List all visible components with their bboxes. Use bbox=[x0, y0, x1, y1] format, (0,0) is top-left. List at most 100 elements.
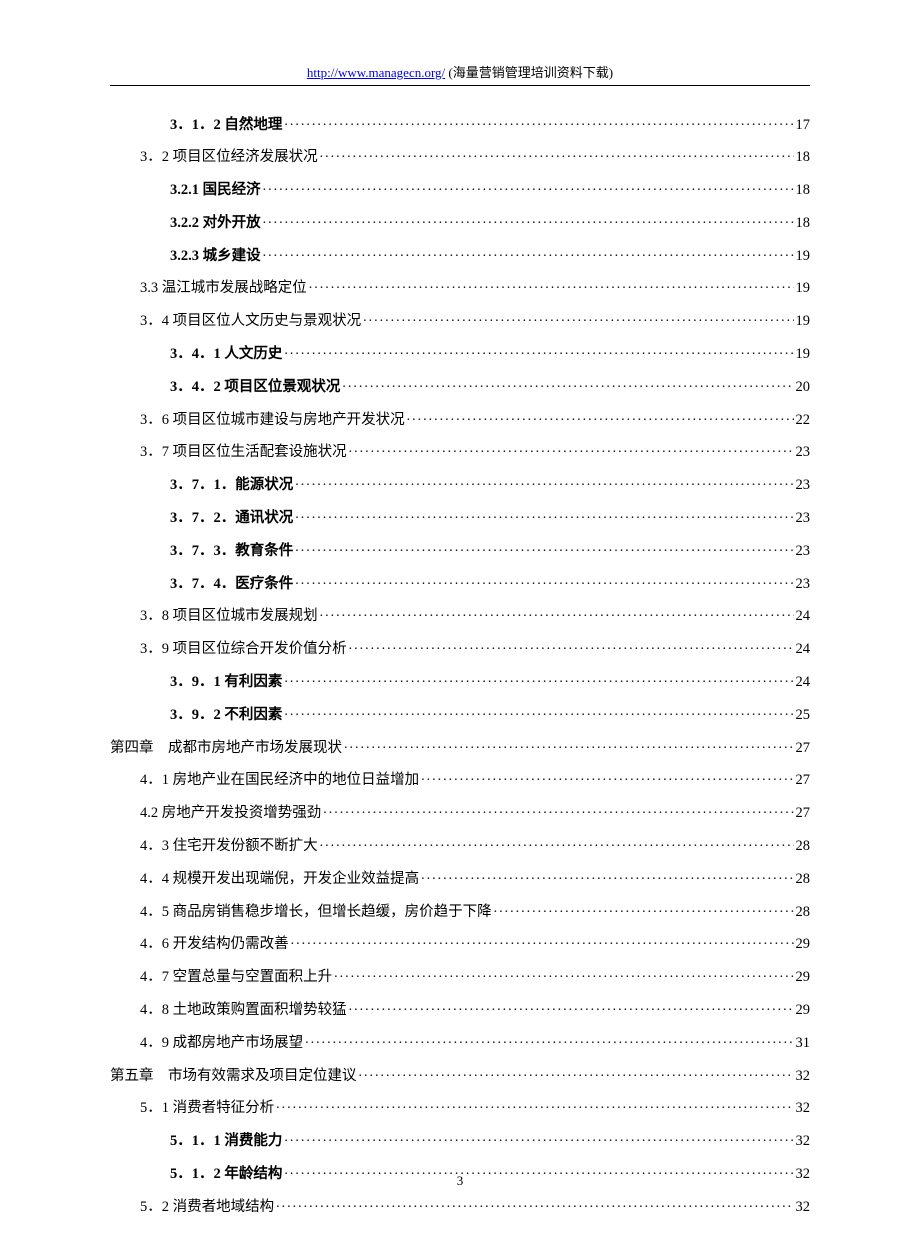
toc-leader-dots bbox=[334, 967, 793, 982]
toc-label: 3．9 项目区位综合开发价值分析 bbox=[140, 642, 347, 657]
toc-label: 3.3 温江城市发展战略定位 bbox=[140, 281, 307, 296]
toc-page-number: 27 bbox=[796, 806, 811, 821]
toc-row[interactable]: 3．4 项目区位人文历史与景观状况 19 bbox=[110, 311, 810, 329]
toc-label: 3．4 项目区位人文历史与景观状况 bbox=[140, 314, 361, 329]
toc-row[interactable]: 3．6 项目区位城市建设与房地产开发状况 22 bbox=[110, 409, 810, 427]
toc-row[interactable]: 4．7 空置总量与空置面积上升29 bbox=[110, 967, 810, 985]
toc-row[interactable]: 3．9．2 不利因素 25 bbox=[110, 704, 810, 722]
header-rule bbox=[110, 85, 810, 86]
toc-label: 3．7．3．教育条件 bbox=[170, 544, 293, 559]
toc-leader-dots bbox=[291, 934, 794, 949]
toc-label: 5．1 消费者特征分析 bbox=[140, 1101, 274, 1116]
toc-leader-dots bbox=[320, 147, 794, 162]
toc-row[interactable]: 5．1．1 消费能力32 bbox=[110, 1131, 810, 1149]
toc-row[interactable]: 4.2 房地产开发投资增势强劲 27 bbox=[110, 803, 810, 821]
toc-leader-dots bbox=[263, 245, 794, 260]
toc-leader-dots bbox=[342, 376, 793, 391]
toc-label: 第五章 市场有效需求及项目定位建议 bbox=[110, 1069, 357, 1084]
toc-page-number: 23 bbox=[796, 577, 811, 592]
toc-row[interactable]: 3.2.2 对外开放 18 bbox=[110, 212, 810, 230]
toc-page-number: 24 bbox=[796, 609, 811, 624]
toc-row[interactable]: 3．7．3．教育条件 23 bbox=[110, 540, 810, 558]
toc-row[interactable]: 4．4 规模开发出现端倪，开发企业效益提高28 bbox=[110, 868, 810, 886]
toc-label: 3．8 项目区位城市发展规划 bbox=[140, 609, 318, 624]
toc-row[interactable]: 3．2 项目区位经济发展状况18 bbox=[110, 147, 810, 165]
toc-row[interactable]: 3．4．2 项目区位景观状况20 bbox=[110, 376, 810, 394]
toc-row[interactable]: 5．2 消费者地域结构 32 bbox=[110, 1196, 810, 1214]
toc-row[interactable]: 3．9．1 有利因素24 bbox=[110, 672, 810, 690]
header-tagline: (海量营销管理培训资料下载) bbox=[445, 65, 613, 80]
toc-row[interactable]: 4．6 开发结构仍需改善29 bbox=[110, 934, 810, 952]
toc-page-number: 20 bbox=[796, 380, 811, 395]
toc-page-number: 19 bbox=[796, 347, 811, 362]
toc-row[interactable]: 5．1 消费者特征分析 32 bbox=[110, 1098, 810, 1116]
toc-label: 4.2 房地产开发投资增势强劲 bbox=[140, 806, 321, 821]
toc-page-number: 22 bbox=[796, 413, 811, 428]
toc-label: 3．6 项目区位城市建设与房地产开发状况 bbox=[140, 413, 405, 428]
toc-page-number: 23 bbox=[796, 445, 811, 460]
toc-label: 4．1 房地产业在国民经济中的地位日益增加 bbox=[140, 773, 419, 788]
toc-leader-dots bbox=[263, 180, 794, 195]
toc-label: 3．9．2 不利因素 bbox=[170, 708, 282, 723]
toc-row[interactable]: 第五章 市场有效需求及项目定位建议32 bbox=[110, 1065, 810, 1083]
toc-page-number: 23 bbox=[796, 544, 811, 559]
toc-label: 3.2.3 城乡建设 bbox=[170, 249, 261, 264]
toc-row[interactable]: 3.3 温江城市发展战略定位 19 bbox=[110, 278, 810, 296]
toc-leader-dots bbox=[295, 475, 793, 490]
toc-leader-dots bbox=[295, 573, 793, 588]
toc-row[interactable]: 4．8 土地政策购置面积增势较猛29 bbox=[110, 1000, 810, 1018]
toc-page-number: 19 bbox=[796, 281, 811, 296]
toc-label: 3．7 项目区位生活配套设施状况 bbox=[140, 445, 347, 460]
toc-page-number: 23 bbox=[796, 511, 811, 526]
toc-leader-dots bbox=[276, 1098, 793, 1113]
toc-label: 3．7．4．医疗条件 bbox=[170, 577, 293, 592]
toc-row[interactable]: 3．4．1 人文历史19 bbox=[110, 344, 810, 362]
toc-row[interactable]: 4．3 住宅开发份额不断扩大28 bbox=[110, 836, 810, 854]
toc-label: 4．7 空置总量与空置面积上升 bbox=[140, 970, 332, 985]
header-link[interactable]: http://www.managecn.org/ bbox=[307, 65, 445, 80]
toc-row[interactable]: 3．7 项目区位生活配套设施状况 23 bbox=[110, 442, 810, 460]
toc-page-number: 19 bbox=[796, 314, 811, 329]
toc-leader-dots bbox=[295, 508, 793, 523]
toc-page-number: 24 bbox=[796, 642, 811, 657]
toc-leader-dots bbox=[363, 311, 793, 326]
toc-leader-dots bbox=[494, 901, 794, 916]
toc-leader-dots bbox=[263, 212, 794, 227]
toc-page-number: 32 bbox=[796, 1101, 811, 1116]
toc-label: 3．1．2 自然地理 bbox=[170, 118, 282, 133]
toc-row[interactable]: 4．5 商品房销售稳步增长，但增长趋缓，房价趋于下降 28 bbox=[110, 901, 810, 919]
toc-page-number: 27 bbox=[796, 773, 811, 788]
toc-page-number: 18 bbox=[796, 150, 811, 165]
toc-leader-dots bbox=[320, 836, 794, 851]
toc-row[interactable]: 3．8 项目区位城市发展规划 24 bbox=[110, 606, 810, 624]
toc-row[interactable]: 3．9 项目区位综合开发价值分析 24 bbox=[110, 639, 810, 657]
toc-leader-dots bbox=[349, 1000, 794, 1015]
toc-page-number: 29 bbox=[796, 937, 811, 952]
toc-page-number: 18 bbox=[796, 216, 811, 231]
toc-row[interactable]: 4．1 房地产业在国民经济中的地位日益增加 27 bbox=[110, 770, 810, 788]
toc-row[interactable]: 3.2.3 城乡建设19 bbox=[110, 245, 810, 263]
toc-leader-dots bbox=[309, 278, 794, 293]
page-header: http://www.managecn.org/ (海量营销管理培训资料下载) bbox=[0, 0, 920, 81]
toc-label: 5．2 消费者地域结构 bbox=[140, 1200, 274, 1215]
toc-page-number: 28 bbox=[796, 905, 811, 920]
toc-label: 第四章 成都市房地产市场发展现状 bbox=[110, 741, 342, 756]
toc-leader-dots bbox=[407, 409, 794, 424]
toc-row[interactable]: 3.2.1 国民经济18 bbox=[110, 180, 810, 198]
toc-leader-dots bbox=[349, 442, 794, 457]
toc-row[interactable]: 3．1．2 自然地理17 bbox=[110, 114, 810, 132]
toc-label: 3.2.2 对外开放 bbox=[170, 216, 261, 231]
toc-row[interactable]: 4．9 成都房地产市场展望31 bbox=[110, 1032, 810, 1050]
toc-label: 4．5 商品房销售稳步增长，但增长趋缓，房价趋于下降 bbox=[140, 905, 492, 920]
toc-row[interactable]: 第四章 成都市房地产市场发展现状27 bbox=[110, 737, 810, 755]
toc-label: 3.2.1 国民经济 bbox=[170, 183, 261, 198]
toc-leader-dots bbox=[284, 114, 793, 129]
toc-leader-dots bbox=[284, 704, 793, 719]
toc-row[interactable]: 3．7．4．医疗条件 23 bbox=[110, 573, 810, 591]
toc-label: 4．3 住宅开发份额不断扩大 bbox=[140, 839, 318, 854]
toc-page-number: 25 bbox=[796, 708, 811, 723]
toc-row[interactable]: 3．7．1．能源状况23 bbox=[110, 475, 810, 493]
toc-page-number: 32 bbox=[796, 1200, 811, 1215]
toc-row[interactable]: 3．7．2．通讯状况23 bbox=[110, 508, 810, 526]
toc-leader-dots bbox=[349, 639, 794, 654]
